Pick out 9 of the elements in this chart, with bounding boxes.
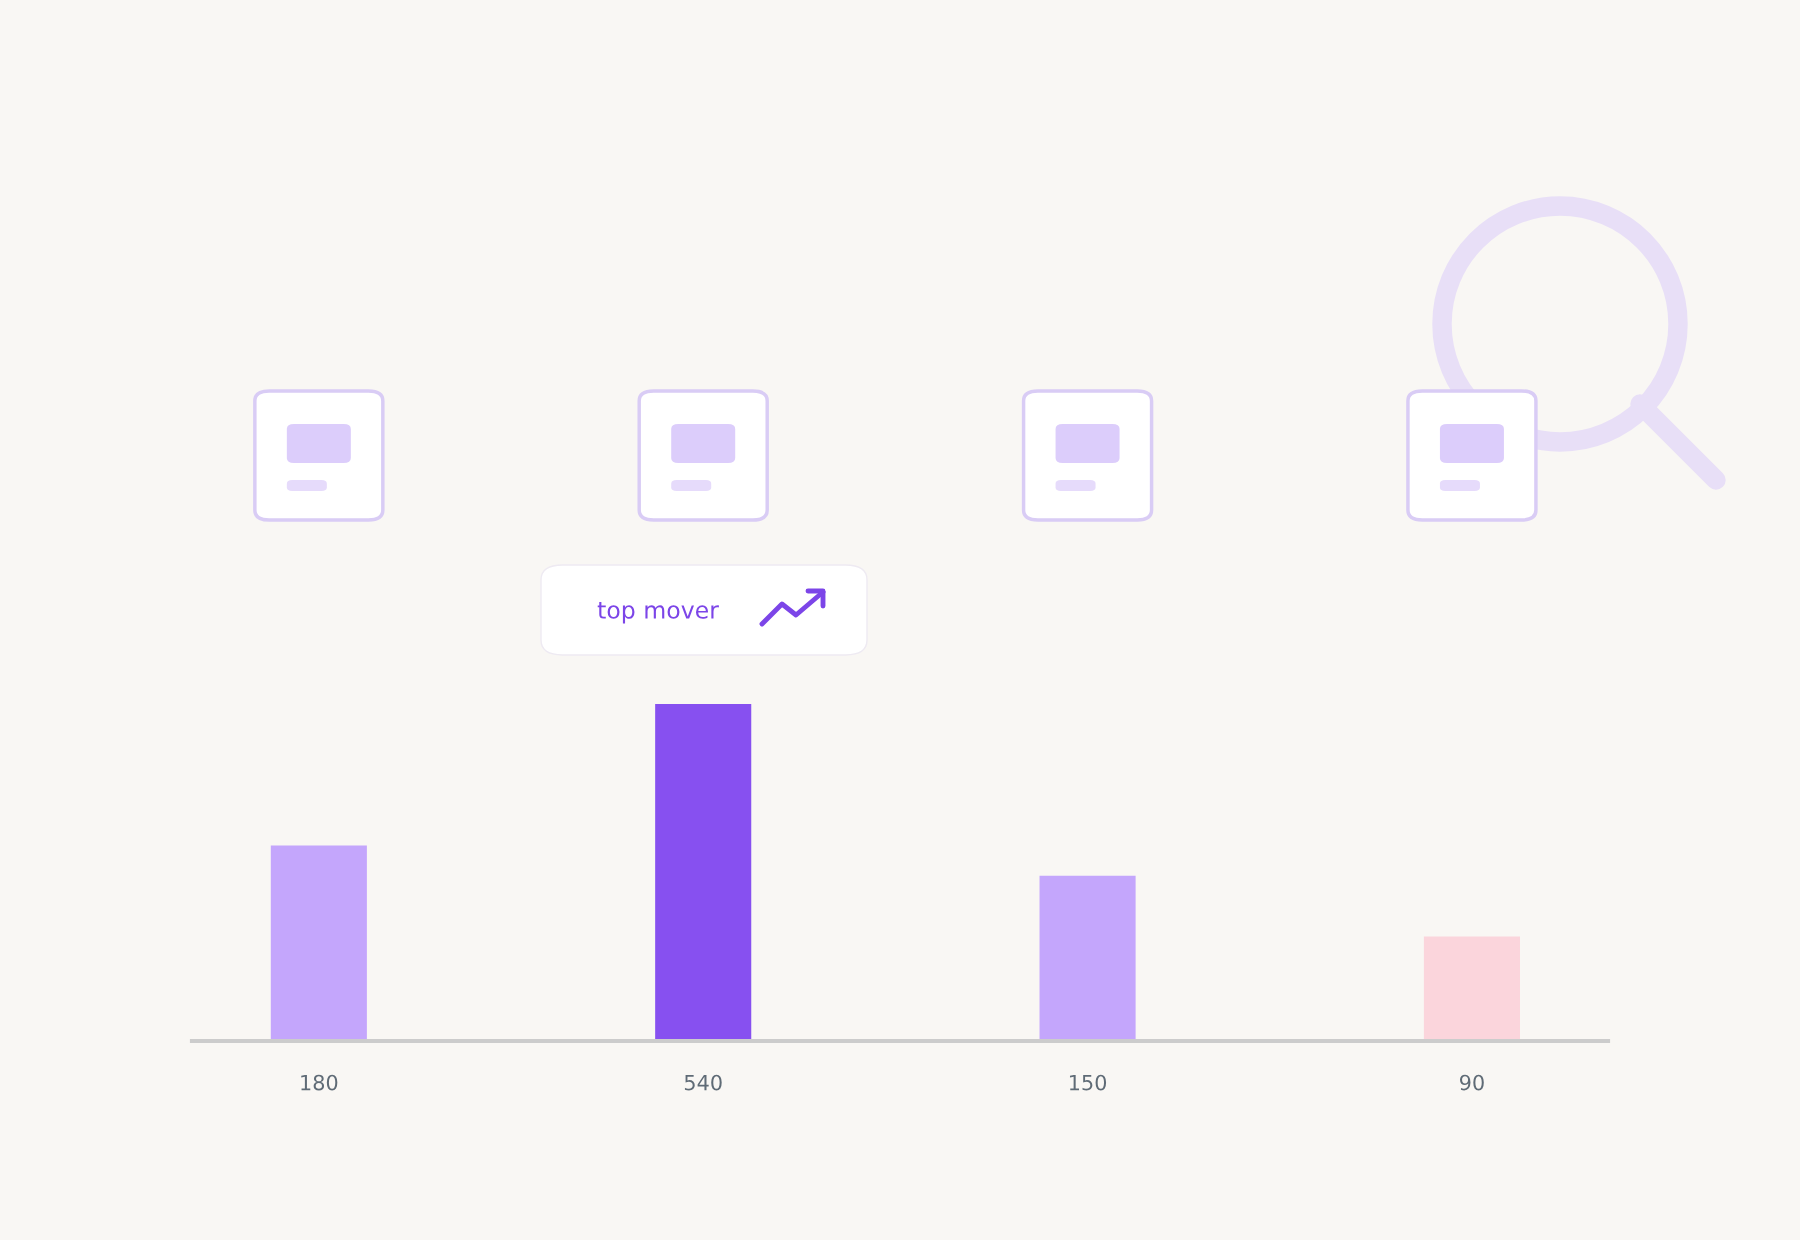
x-tick-label: 180: [301, 1074, 338, 1091]
x-tick-label: 90: [1459, 1074, 1484, 1091]
bar: [655, 704, 752, 1041]
bar: [270, 845, 367, 1041]
x-tick-label: 540: [684, 1074, 722, 1091]
bar: [1423, 936, 1520, 1041]
text: top mover: [597, 601, 719, 624]
bar: [1039, 875, 1136, 1041]
x-tick-label: 150: [1069, 1074, 1107, 1091]
